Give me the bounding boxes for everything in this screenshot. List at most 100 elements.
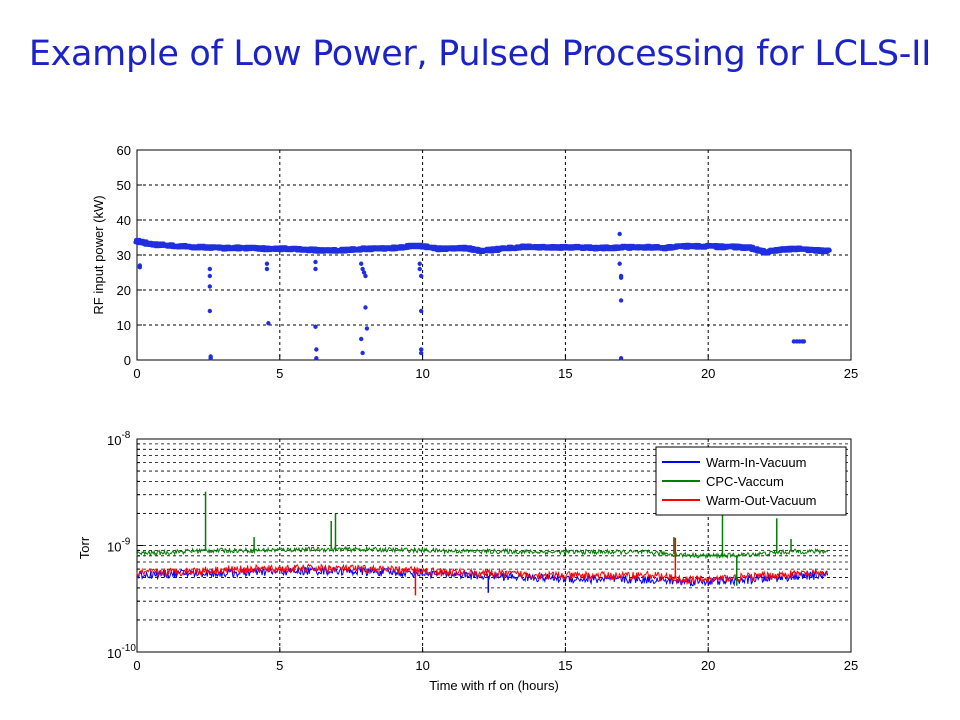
data-point	[207, 284, 213, 289]
data-series	[133, 231, 832, 361]
data-point	[606, 245, 611, 251]
data-point	[264, 266, 270, 272]
data-point	[420, 244, 425, 249]
data-point	[406, 244, 411, 249]
data-point	[534, 244, 540, 250]
y-tick-label: 20	[117, 283, 131, 298]
data-point	[677, 244, 682, 249]
y-tick-label: 60	[117, 143, 131, 158]
data-point	[391, 245, 397, 251]
data-point	[801, 339, 807, 344]
data-point	[314, 347, 319, 352]
data-point	[617, 231, 622, 237]
data-point	[320, 248, 325, 253]
data-point	[177, 244, 183, 249]
series-line	[136, 563, 828, 586]
data-point	[314, 356, 319, 361]
data-point	[137, 265, 143, 270]
y-tick-label: 40	[117, 213, 131, 228]
x-tick-label: 0	[133, 366, 140, 381]
data-point	[777, 247, 782, 252]
data-point	[577, 245, 582, 250]
data-point	[364, 326, 370, 331]
data-point	[748, 245, 754, 251]
data-point	[163, 243, 168, 248]
data-point	[506, 245, 511, 251]
data-point	[360, 266, 365, 272]
data-point	[358, 261, 364, 266]
data-point	[363, 305, 368, 310]
rf-power-plot: 0 5 10 15 20 25 0 10 20 30 40 50 60 RF input power (…	[91, 143, 858, 381]
data-point	[220, 245, 225, 251]
data-point	[648, 245, 654, 250]
x-tick-label: 10	[415, 366, 429, 381]
data-point	[463, 245, 468, 251]
data-point	[358, 336, 364, 342]
data-point	[434, 246, 440, 251]
y-tick-label: 0	[124, 353, 131, 368]
slide-title: Example of Low Power, Pulsed Processing …	[28, 34, 932, 74]
data-point	[620, 245, 625, 250]
x-tick-label: 25	[844, 658, 858, 673]
x-tick-label: 5	[276, 366, 283, 381]
data-point	[734, 244, 739, 250]
data-point	[691, 244, 697, 249]
data-point	[134, 238, 140, 244]
data-point	[805, 247, 811, 252]
y-tick-label: 10-10	[107, 643, 136, 661]
data-point	[791, 246, 797, 251]
data-point	[363, 273, 368, 279]
data-point	[618, 298, 624, 303]
data-point	[417, 261, 422, 266]
data-point	[334, 248, 340, 253]
data-point	[418, 347, 424, 352]
data-point	[706, 244, 711, 249]
data-point	[313, 259, 318, 265]
data-point	[520, 244, 525, 250]
legend-label: Warm-Out-Vacuum	[706, 493, 817, 508]
data-point	[361, 270, 367, 275]
x-tick-label: 15	[558, 658, 572, 673]
x-axis-label: Time with rf on (hours)	[429, 678, 559, 693]
data-point	[491, 247, 497, 252]
data-point	[234, 245, 240, 251]
y-tick-label: 50	[117, 178, 131, 193]
data-point	[191, 244, 197, 250]
legend-label: CPC-Vaccum	[706, 474, 784, 489]
data-point	[663, 245, 668, 251]
data-point	[720, 244, 725, 250]
data-point	[206, 245, 211, 250]
y-tick-label: 10	[117, 318, 131, 333]
x-tick-label: 10	[415, 658, 429, 673]
data-point	[249, 245, 254, 251]
data-point	[820, 248, 825, 253]
x-tick-label: 0	[133, 658, 140, 673]
data-point	[208, 356, 213, 361]
x-tick-label: 5	[276, 658, 283, 673]
data-point	[277, 246, 282, 251]
data-point	[360, 350, 365, 356]
grid	[136, 149, 852, 361]
legend: Warm-In-Vacuum CPC-Vaccum Warm-Out-Vacuum	[655, 446, 847, 516]
y-tick-label: 10-8	[107, 430, 131, 448]
x-tick-label: 20	[701, 366, 715, 381]
data-point	[448, 246, 454, 251]
x-tick-label: 20	[701, 658, 715, 673]
vacuum-plot: 0 5 10 15 20 25 10-10 10-9 10-8 Torr Time with r…	[77, 430, 858, 693]
data-point	[207, 308, 213, 314]
tick-labels: 0 5 10 15 20 25 0 10 20 30 40 50 60	[117, 143, 859, 381]
y-axis-label: Torr	[77, 536, 92, 559]
data-point	[207, 273, 213, 279]
data-point	[477, 248, 482, 253]
data-point	[363, 246, 368, 251]
legend-label: Warm-In-Vacuum	[706, 455, 806, 470]
data-point	[618, 356, 624, 361]
data-point	[617, 261, 622, 266]
y-tick-label: 30	[117, 248, 131, 263]
data-point	[825, 248, 831, 253]
data-point	[313, 324, 318, 329]
data-series	[136, 491, 829, 596]
data-point	[548, 245, 554, 250]
y-tick-label: 10-9	[107, 537, 131, 555]
data-point	[418, 350, 424, 356]
